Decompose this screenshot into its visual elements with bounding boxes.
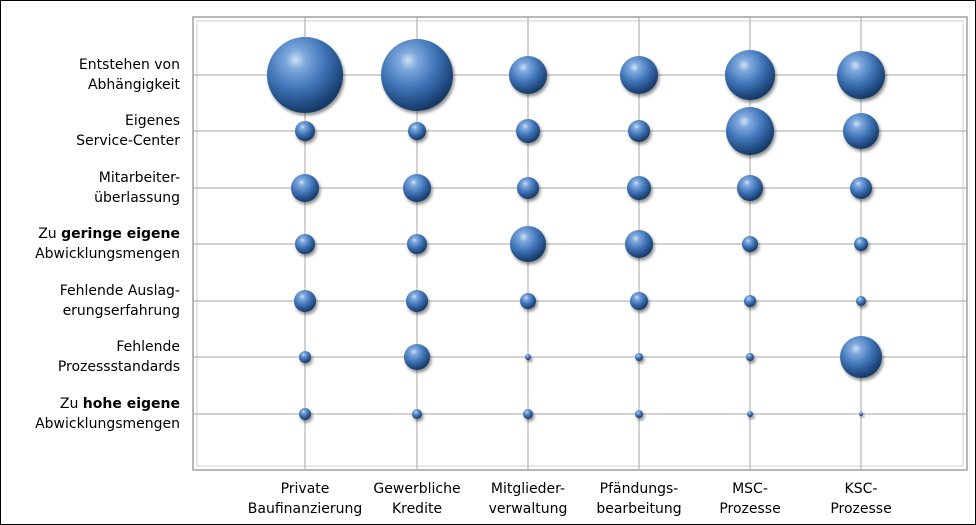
y-label-line1: Mitarbeiter- [98,170,180,186]
bubble-r7-c2 [412,409,422,419]
bubble-r7-c5 [747,411,753,417]
x-label-line1: Mitglieder- [490,481,566,497]
bubble-r2-c2 [408,122,426,140]
bubble-r5-c2 [406,290,428,312]
bubble-r4-c3 [510,226,546,262]
bubble-r3-c5 [737,175,763,201]
y-label-line1: Fehlende [116,339,180,355]
bubble-r7-c1 [299,408,311,420]
bubble-r6-c6 [840,336,882,378]
bubble-r7-c6 [859,412,863,416]
bubble-r4-c1 [295,234,315,254]
y-label-line2: erungserfahrung [62,303,180,319]
y-label-line2: Abhängigkeit [87,77,180,93]
y-category-label: Zu geringe eigene Abwicklungsmengen [8,224,180,264]
x-category-label: Pfändungs-bearbeitung [573,479,705,519]
y-category-label: Fehlende Auslag-erungserfahrung [8,281,180,321]
bubble-r2-c1 [295,121,315,141]
bubble-r5-c6 [856,296,866,306]
y-category-label: Eigenes Service-Center [8,111,180,151]
bubble-r4-c4 [625,230,653,258]
y-label-line1: Eigenes [124,113,180,129]
y-label-line1: Zu hohe eigene [8,394,180,414]
bubble-r1-c3 [509,56,547,94]
y-category-label: Fehlende Prozessstandards [8,337,180,377]
bubble-r5-c1 [294,290,316,312]
bubble-r6-c2 [404,344,430,370]
bubble-r2-c5 [726,107,774,155]
x-label-line2: Baufinanzierung [247,501,363,517]
y-label-line1: Zu geringe eigene [8,224,180,244]
y-label-line1-prefix: Zu [59,396,83,412]
x-category-label: MSC- Prozesse [684,479,816,519]
bubble-r5-c3 [520,293,536,309]
bubble-r6-c4 [635,353,643,361]
bubble-r4-c6 [854,237,868,251]
x-label-line2: verwaltung [488,501,568,517]
bubble-r4-c2 [407,234,427,254]
bubble-r1-c4 [620,56,658,94]
y-category-label: Zu hohe eigene Abwicklungsmengen [8,394,180,434]
bubble-r1-c6 [837,51,885,99]
y-label-line1: Entstehen von [78,57,180,73]
x-category-label: Gewerbliche Kredite [351,479,483,519]
bubble-r7-c4 [635,410,643,418]
bubble-r1-c1 [267,37,343,113]
bubble-r3-c1 [291,174,319,202]
y-label-line2: Service-Center [76,133,180,149]
bubble-r3-c4 [627,176,651,200]
y-label-line2: Abwicklungsmengen [35,416,180,432]
bubble-r5-c4 [630,292,648,310]
bubble-r3-c3 [517,177,539,199]
bubble-r5-c5 [744,295,756,307]
y-label-line1-emphasis: hohe eigene [82,396,180,412]
bubble-r6-c3 [525,354,531,360]
x-label-line1: KSC- [844,481,878,497]
bubble-r1-c5 [725,50,775,100]
bubble-r7-c3 [523,409,533,419]
y-category-label: Mitarbeiter-überlassung [8,168,180,208]
x-category-label: Private Baufinanzierung [239,479,371,519]
x-label-line2: bearbeitung [596,501,682,517]
y-label-line2: überlassung [94,190,180,206]
x-label-line2: Kredite [391,501,443,517]
y-label-line2: Abwicklungsmengen [35,246,180,262]
bubble-r2-c4 [628,120,650,142]
bubble-r2-c3 [516,119,540,143]
bubble-r1-c2 [381,39,453,111]
x-category-label: KSC- Prozesse [795,479,927,519]
bubble-r3-c6 [850,177,872,199]
x-label-line1: MSC- [732,481,768,497]
y-label-line1: Fehlende Auslag- [59,283,180,299]
y-label-line1-prefix: Zu [38,226,62,242]
bubble-r4-c5 [742,236,758,252]
bubble-r6-c1 [299,351,311,363]
y-category-label: Entstehen von Abhängigkeit [8,55,180,95]
bubble-r3-c2 [403,174,431,202]
x-label-line1: Gewerbliche [373,481,461,497]
bubble-r6-c5 [746,353,754,361]
x-label-line2: Prozesse [719,501,781,517]
x-label-line1: Pfändungs- [599,481,679,497]
y-label-line2: Prozessstandards [57,359,180,375]
x-label-line1: Private [280,481,330,497]
y-label-line1-emphasis: geringe eigene [61,226,180,242]
bubble-r2-c6 [843,113,879,149]
x-label-line2: Prozesse [830,501,892,517]
x-category-label: Mitglieder-verwaltung [462,479,594,519]
